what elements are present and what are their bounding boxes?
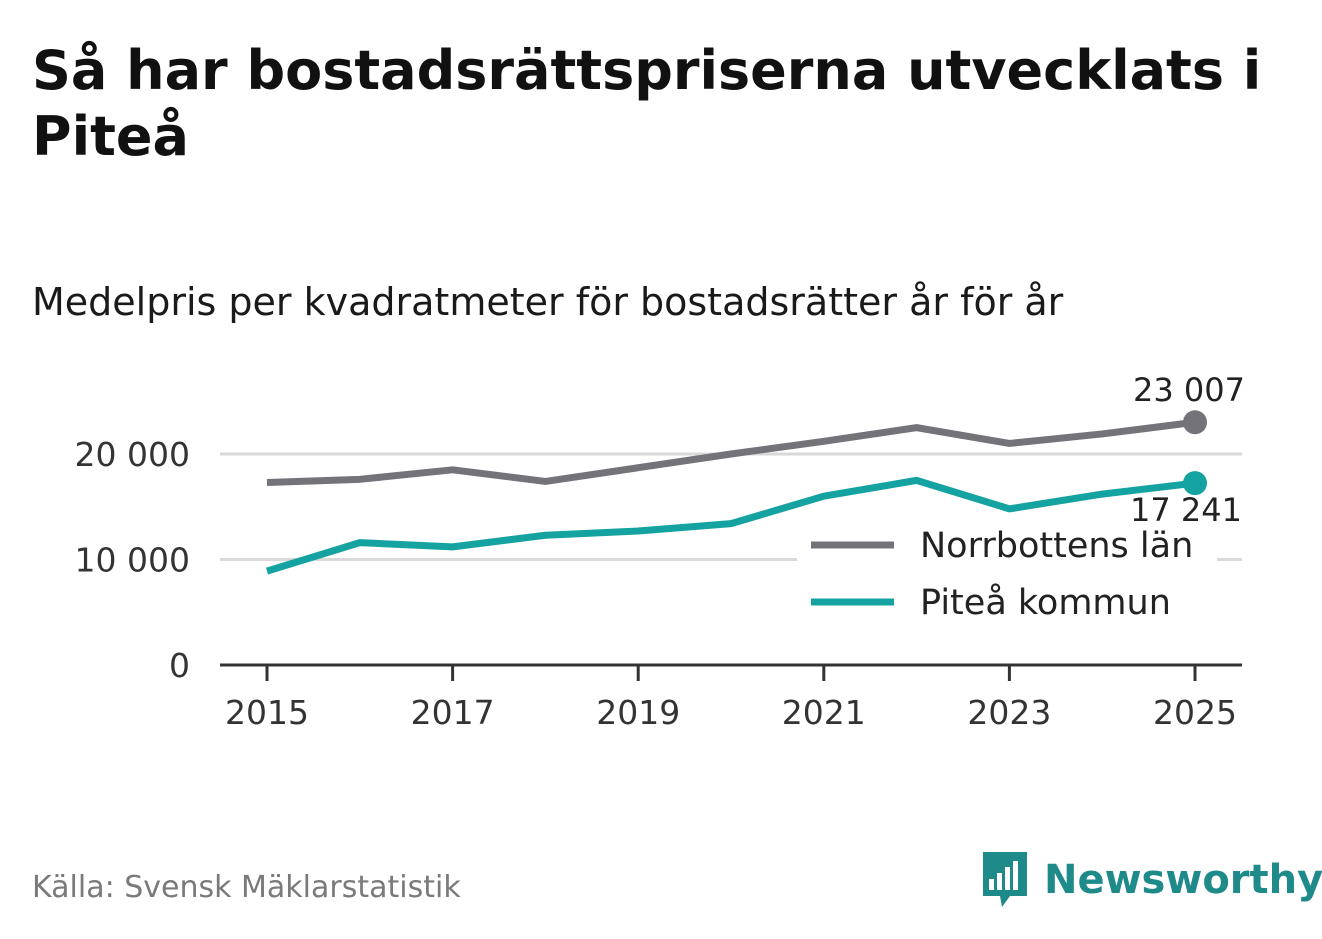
- x-tick-label: 2019: [596, 693, 680, 732]
- legend-label-pitea-kommun: Piteå kommun: [920, 582, 1171, 623]
- series-line-pitea-kommun: [265, 476, 1196, 575]
- x-tick-label: 2017: [411, 693, 495, 732]
- newsworthy-logo-icon: [983, 852, 1027, 907]
- chart-subtitle: Medelpris per kvadratmeter för bostadsrä…: [32, 280, 1064, 324]
- x-tick-label: 2021: [782, 693, 866, 732]
- y-tick-label: 20 000: [75, 435, 190, 474]
- x-tick-label: 2023: [967, 693, 1051, 732]
- series-line-norrbottens-lan: [266, 418, 1196, 486]
- end-label-pitea-kommun: 17 241: [1130, 491, 1242, 529]
- source-note: Källa: Svensk Mäklarstatistik: [32, 870, 461, 905]
- x-tick-label: 2015: [225, 693, 309, 732]
- brand-name: Newsworthy: [1044, 857, 1322, 903]
- x-tick-label: 2025: [1153, 693, 1237, 732]
- end-point-pitea-kommun: [1183, 471, 1207, 496]
- end-label-norrbottens-lan: 23 007: [1133, 371, 1245, 409]
- y-tick-label: 10 000: [75, 541, 190, 580]
- chart-title: Så har bostadsrättspriserna utvecklats i…: [32, 39, 1262, 168]
- legend-label-norrbottens-lan: Norrbottens län: [920, 526, 1193, 566]
- end-point-norrbottens-lan: [1183, 410, 1207, 435]
- y-tick-label: 0: [169, 646, 190, 685]
- brand-logo[interactable]: Newsworthy: [980, 848, 1322, 912]
